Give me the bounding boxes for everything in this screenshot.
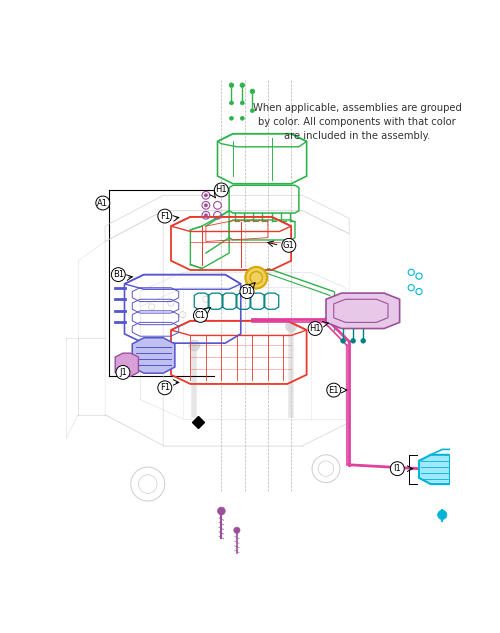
Circle shape <box>240 101 244 105</box>
Circle shape <box>240 285 254 299</box>
Circle shape <box>351 339 356 343</box>
Circle shape <box>158 209 172 223</box>
Polygon shape <box>419 454 450 484</box>
Text: B1: B1 <box>112 270 124 279</box>
Text: H1: H1 <box>310 324 321 333</box>
Circle shape <box>229 83 234 87</box>
Circle shape <box>189 340 200 351</box>
Polygon shape <box>419 459 442 477</box>
Circle shape <box>308 322 322 335</box>
Circle shape <box>361 339 366 343</box>
Circle shape <box>234 527 240 534</box>
Circle shape <box>390 461 404 475</box>
Polygon shape <box>326 293 400 329</box>
Text: When applicable, assemblies are grouped
by color. All components with that color: When applicable, assemblies are grouped … <box>252 103 462 141</box>
Circle shape <box>250 109 254 113</box>
Circle shape <box>340 339 345 343</box>
Circle shape <box>96 196 110 210</box>
Circle shape <box>230 101 234 105</box>
Text: J1: J1 <box>119 368 127 377</box>
Text: H1: H1 <box>216 185 227 194</box>
Text: A1: A1 <box>98 199 108 208</box>
Circle shape <box>112 268 126 282</box>
Circle shape <box>438 510 447 520</box>
Circle shape <box>214 183 228 197</box>
Circle shape <box>230 116 234 120</box>
Text: G1: G1 <box>283 241 294 250</box>
Circle shape <box>327 383 340 397</box>
Circle shape <box>282 239 296 253</box>
Circle shape <box>158 381 172 395</box>
Text: D1: D1 <box>241 287 253 296</box>
Circle shape <box>204 194 208 197</box>
Circle shape <box>240 116 244 120</box>
Circle shape <box>204 204 208 207</box>
Circle shape <box>204 214 208 217</box>
Circle shape <box>286 321 296 332</box>
Circle shape <box>218 507 225 515</box>
Text: I1: I1 <box>394 464 401 473</box>
Polygon shape <box>132 338 175 373</box>
Text: F1: F1 <box>160 211 170 220</box>
Circle shape <box>116 365 130 379</box>
Circle shape <box>194 308 207 322</box>
Text: E1: E1 <box>328 385 339 394</box>
Text: C1: C1 <box>195 311 206 320</box>
Polygon shape <box>115 353 138 376</box>
Circle shape <box>250 89 254 94</box>
Text: F1: F1 <box>160 384 170 392</box>
Circle shape <box>246 267 267 289</box>
Circle shape <box>240 83 244 87</box>
